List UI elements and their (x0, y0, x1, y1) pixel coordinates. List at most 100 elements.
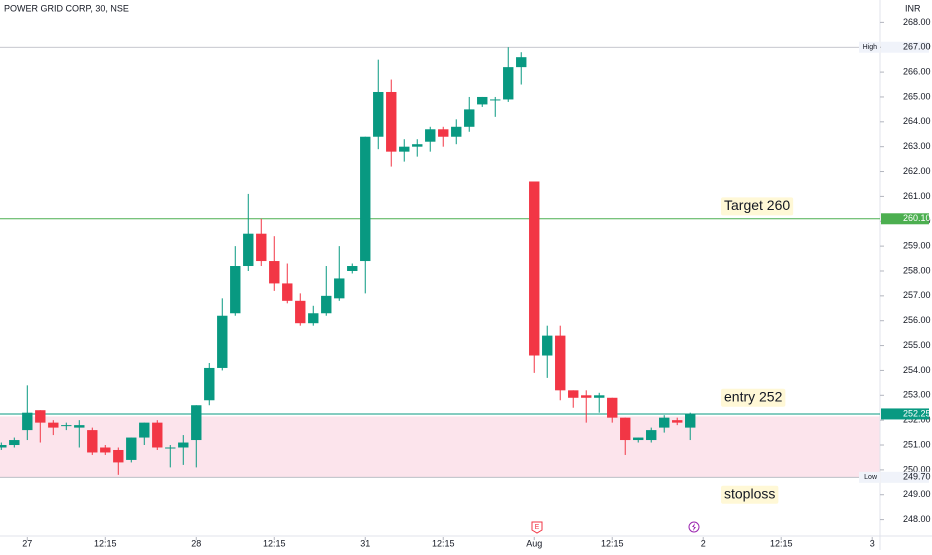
candle-body (217, 315, 228, 368)
candle-body (438, 129, 449, 137)
price-tag (881, 408, 929, 420)
y-tick-label: 248.00 (903, 514, 931, 524)
price-tag (881, 471, 929, 483)
candle-body (308, 313, 319, 324)
currency: INR (905, 3, 921, 13)
y-tick-label: 261.00 (903, 191, 931, 201)
dividend-icon (688, 521, 700, 533)
y-tick-label: 256.00 (903, 315, 931, 325)
candle-body (659, 417, 670, 428)
y-tick-label: 268.00 (903, 17, 931, 27)
candle-body (87, 430, 98, 453)
annotation: stoploss (724, 485, 775, 501)
price-tag-name-bg (859, 471, 880, 483)
candle-body (360, 136, 371, 262)
candle-body (581, 395, 592, 398)
candle-body (165, 447, 176, 449)
x-tick-label: 2 (701, 538, 706, 548)
candle-body (490, 99, 501, 101)
y-tick-label: 259.00 (903, 241, 931, 251)
candle-body (477, 96, 488, 105)
candle-body (113, 449, 124, 463)
candle-body (321, 295, 332, 314)
x-tick-label: 31 (360, 538, 370, 548)
y-tick-label: 253.00 (903, 390, 931, 400)
earnings-icon: E (531, 521, 543, 534)
candle-body (100, 447, 111, 453)
candle-body (191, 405, 202, 441)
annotation-bg (721, 485, 779, 504)
price-tag-label: 249.70 (903, 472, 931, 482)
chart-title: POWER GRID CORP, 30, NSE (4, 3, 129, 13)
candle-body (282, 283, 293, 301)
y-tick-label: 258.00 (903, 265, 931, 275)
candle-body (685, 413, 696, 428)
candle-body (269, 261, 280, 284)
candle-body (152, 422, 163, 448)
price-tag-name: Low (864, 474, 878, 481)
candle-body (464, 109, 475, 127)
candle-body (425, 129, 436, 142)
candle-body (594, 395, 605, 398)
candle-body (646, 430, 657, 441)
candle-body (243, 233, 254, 267)
price-tag-name: High (863, 44, 878, 51)
candle-body (295, 300, 306, 324)
candle-body (9, 440, 20, 446)
x-tick-label: 12:15 (601, 538, 624, 548)
candle-body (620, 417, 631, 441)
candle-body (22, 412, 33, 431)
y-tick-label: 254.00 (903, 365, 931, 375)
x-tick-label: 27 (22, 538, 32, 548)
candle-body (139, 422, 150, 438)
candle-body (633, 437, 644, 441)
candle-body (178, 442, 189, 448)
x-tick-label: 12:15 (770, 538, 793, 548)
y-tick-label: 255.00 (903, 340, 931, 350)
annotation-bg (721, 197, 794, 216)
y-tick-label: 250.00 (903, 464, 931, 474)
candle-body (607, 397, 618, 418)
candle-body (399, 146, 410, 152)
candle-body (672, 420, 683, 423)
candle-body (74, 425, 85, 428)
candle-body (516, 57, 527, 68)
candle-body (386, 91, 397, 152)
y-tick-label: 262.00 (903, 166, 931, 176)
candle-body (230, 266, 241, 314)
annotation-bg (721, 388, 786, 407)
price-tag (881, 41, 929, 53)
candle-body (35, 410, 46, 423)
candle-body (48, 422, 59, 428)
candle-body (412, 144, 423, 147)
price-tag-label: 252.25 (903, 408, 931, 418)
y-tick-label: 252.00 (903, 415, 931, 425)
candle-body (126, 437, 137, 460)
x-tick-label: 28 (191, 538, 201, 548)
x-tick-label: 12:15 (263, 538, 286, 548)
x-tick-label: 12:15 (432, 538, 455, 548)
candle-body (256, 233, 267, 262)
candle-body (529, 181, 540, 356)
y-tick-label: 263.00 (903, 141, 931, 151)
annotation: Target 260 (724, 197, 790, 213)
candle-body (61, 425, 72, 427)
svg-text:E: E (535, 524, 540, 531)
candle-body (204, 367, 215, 401)
price-tag-name-bg (859, 41, 880, 53)
candle-body (542, 335, 553, 356)
candle-body (347, 266, 358, 271)
candle-body (0, 445, 7, 448)
candle-body (503, 67, 514, 100)
candle-body (555, 335, 566, 391)
x-tick-label: 12:15 (94, 538, 117, 548)
price-tag (881, 213, 929, 225)
candle-body (373, 91, 384, 137)
price-tag-label: 267.00 (903, 42, 931, 52)
candle-body (568, 390, 579, 398)
candle-body (451, 126, 462, 137)
y-tick-label: 264.00 (903, 116, 931, 126)
y-tick-label: 257.00 (903, 290, 931, 300)
x-tick-label: Aug (526, 538, 542, 548)
